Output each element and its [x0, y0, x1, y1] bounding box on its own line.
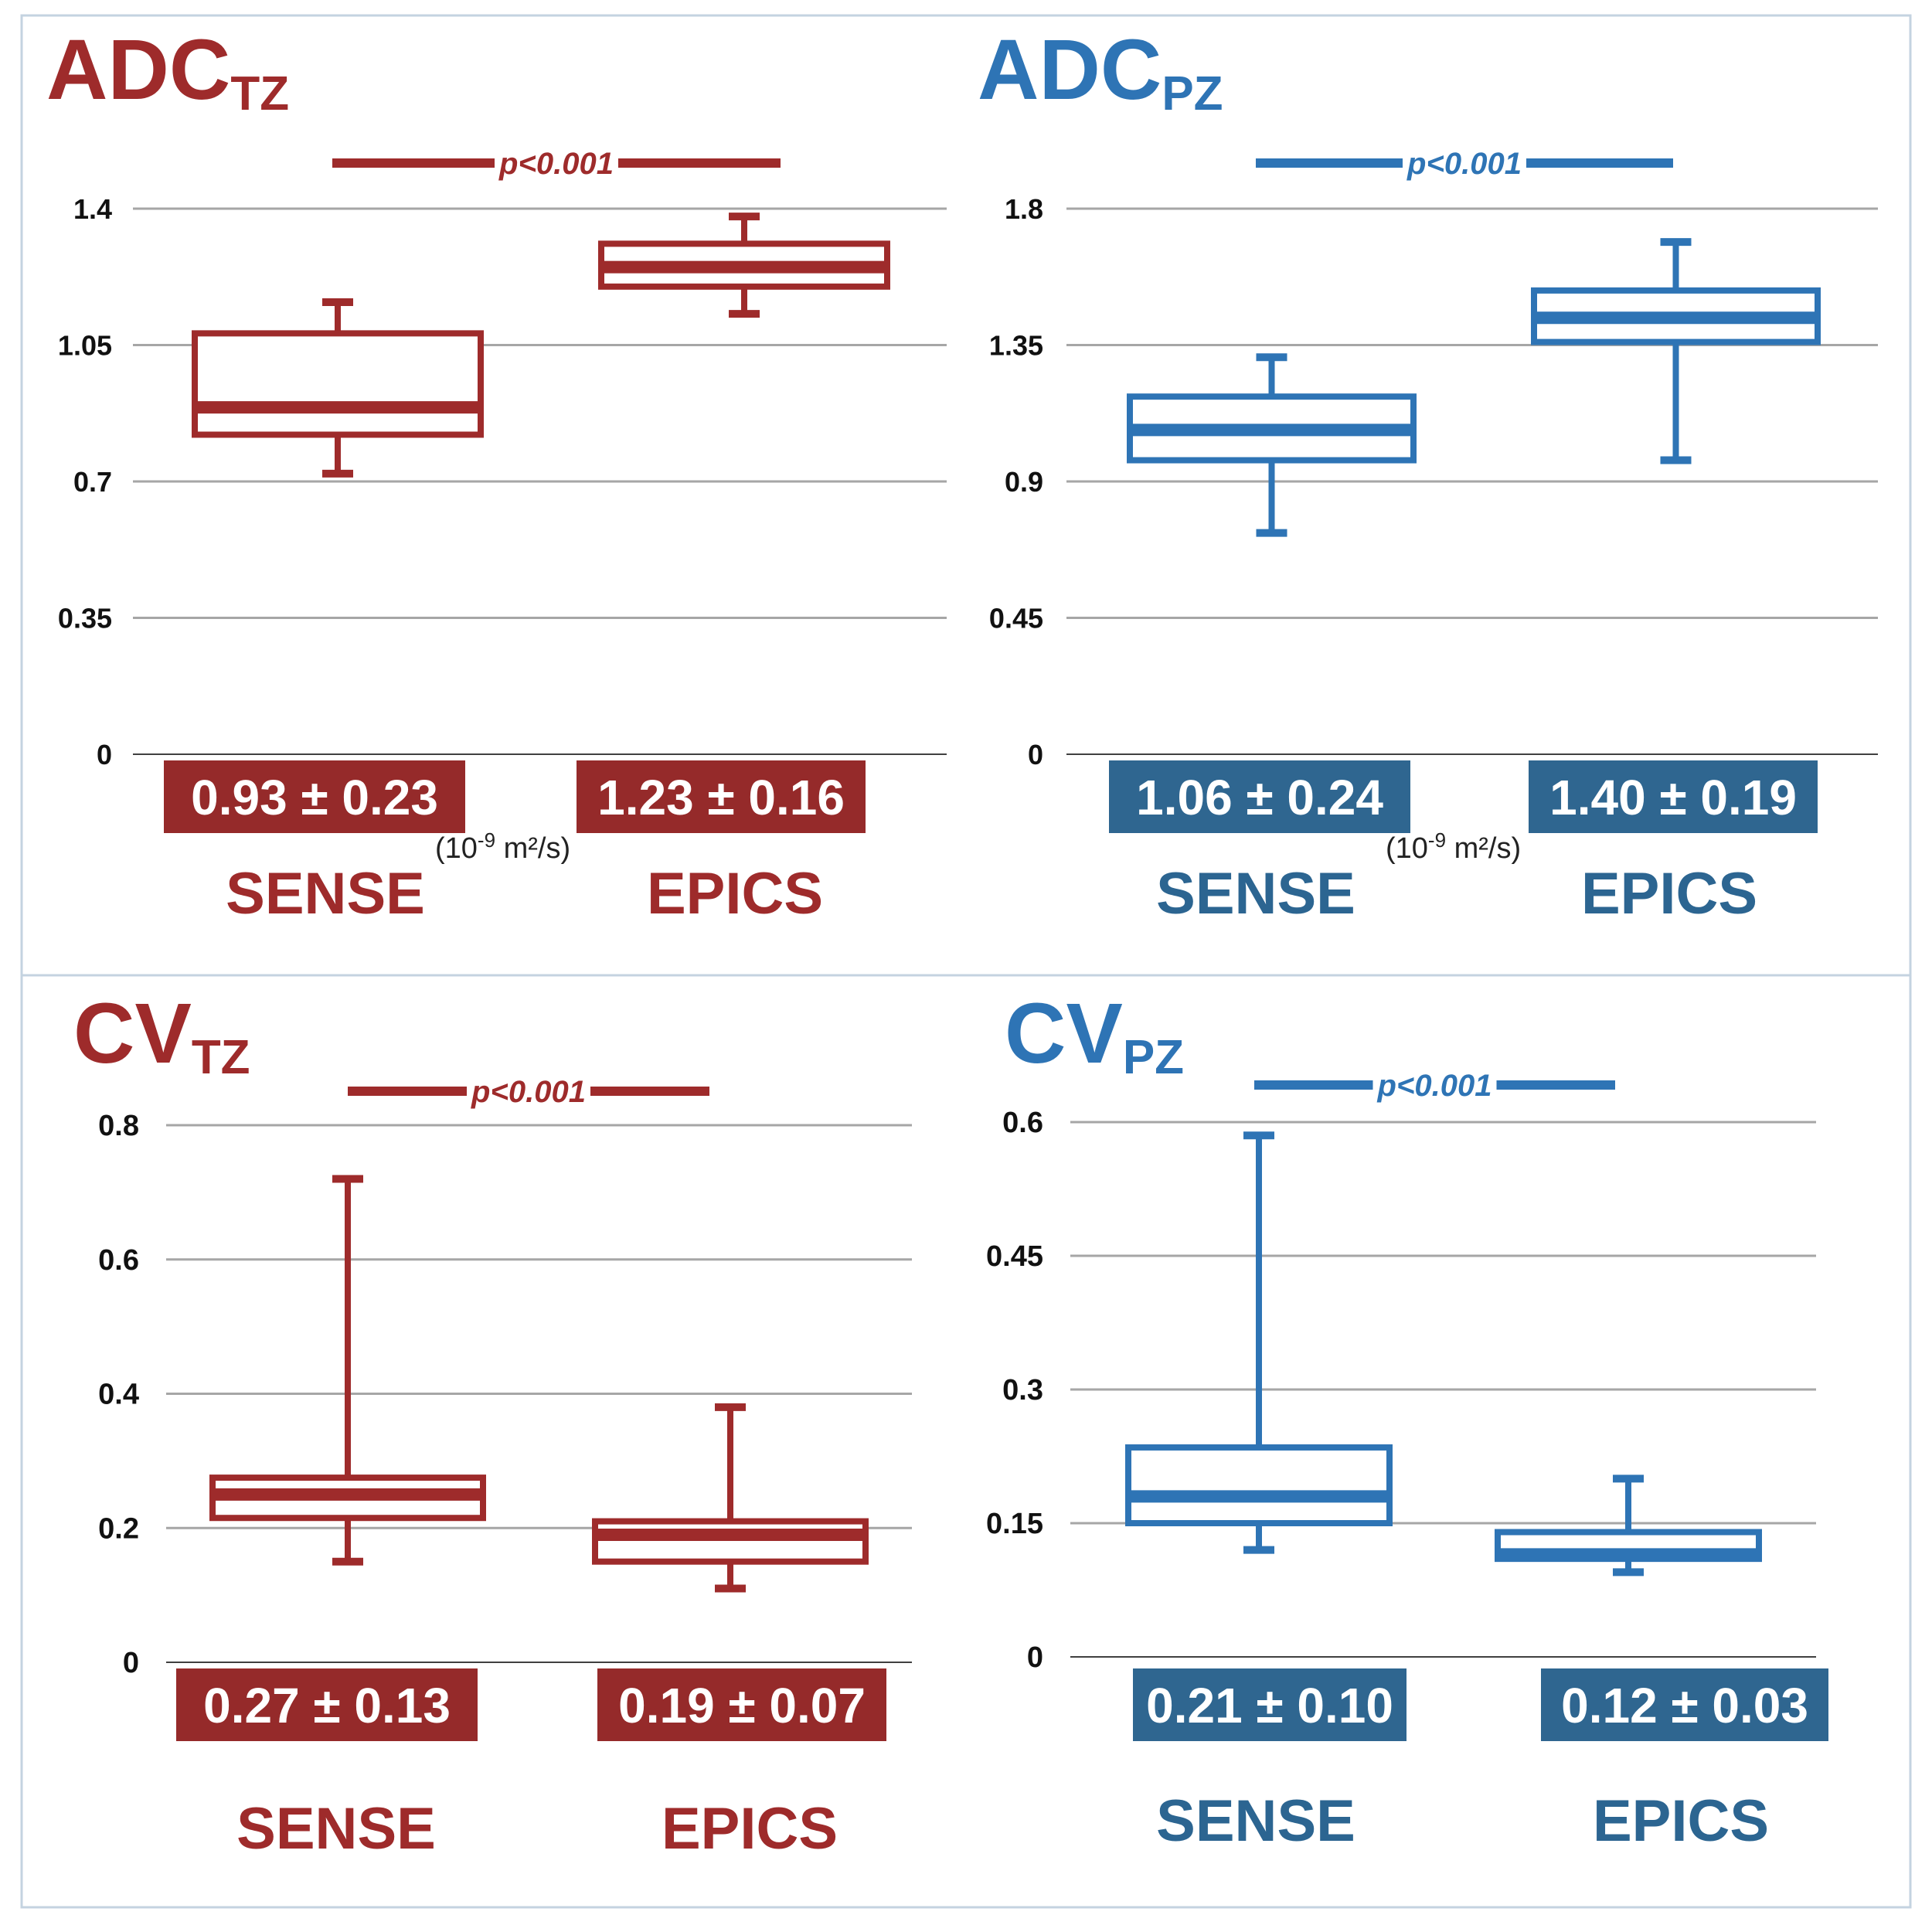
stat-label-epics: 0.12 ± 0.03: [1561, 1678, 1808, 1733]
y-tick-label: 1.8: [1005, 193, 1043, 225]
significance-label: p<0.001: [1377, 1069, 1492, 1103]
chart-title-subscript: PZ: [1162, 67, 1223, 121]
stat-label-epics: 1.40 ± 0.19: [1549, 770, 1797, 825]
box-sense: [209, 1175, 486, 1566]
box-sense: [192, 298, 484, 478]
y-tick-label: 0: [97, 739, 112, 770]
y-tick-label: 0.35: [58, 603, 112, 634]
box-iqr: [1125, 1444, 1393, 1527]
stat-label-sense: 0.27 ± 0.13: [203, 1678, 451, 1733]
stat-label-sense: 0.93 ± 0.23: [191, 770, 438, 825]
stat-label-epics: 1.23 ± 0.16: [597, 770, 845, 825]
chart-panel-cv-tz: CVTZ p<0.001 0 0.2 0.4 0.6 0.8 0.27 ± 0.13 0.19 …: [73, 986, 912, 1862]
y-tick-label: 0: [1028, 739, 1043, 770]
category-label: SENSE: [236, 1796, 436, 1862]
stat-badge-sense: [1109, 760, 1410, 833]
y-tick-label: 0.3: [1002, 1374, 1043, 1406]
y-tick-label: 0.6: [98, 1244, 139, 1277]
significance-label: p<0.001: [1406, 147, 1522, 181]
box-epics: [1531, 238, 1821, 464]
category-label: SENSE: [1156, 1788, 1355, 1854]
chart-title-subscript: PZ: [1123, 1031, 1184, 1084]
chart-title-subscript: TZ: [192, 1031, 250, 1084]
category-label: EPICS: [1593, 1788, 1769, 1854]
category-label: EPICS: [662, 1796, 838, 1862]
stat-label-sense: 0.21 ± 0.10: [1146, 1678, 1393, 1733]
y-tick-label: 0.45: [986, 1240, 1043, 1273]
unit-base: (10: [1386, 832, 1428, 865]
unit-exponent: -9: [478, 828, 495, 852]
y-tick-label: 1.05: [58, 330, 112, 362]
chart-title: ADCTZ: [46, 22, 289, 121]
stat-badge-epics: [597, 1668, 886, 1741]
box-sense: [1125, 1131, 1393, 1554]
category-label: SENSE: [226, 861, 425, 927]
stat-badge-epics: [577, 760, 866, 833]
y-tick-label: 0.15: [986, 1508, 1043, 1540]
y-tick-label: 0: [1027, 1641, 1043, 1674]
y-tick-label: 1.4: [73, 193, 112, 225]
box-epics: [592, 1403, 869, 1593]
y-tick-label: 0.45: [989, 603, 1043, 634]
chart-title-main: CV: [1005, 986, 1123, 1081]
chart-panel-cv-pz: CVPZ p<0.001 0 0.15 0.3 0.45 0.6 0.21 ± 0.10 0.1…: [986, 986, 1828, 1854]
stat-badge-sense: [176, 1668, 478, 1741]
chart-title-main: CV: [73, 986, 192, 1081]
y-tick-label: 0.8: [98, 1110, 139, 1142]
figure-border: [20, 14, 1912, 1909]
chart-panel-adc-pz: ADCPZ p<0.001 0 0.45 0.9 1.35 1.8 1.06 ± 0.24 1.…: [978, 22, 1878, 927]
stat-label-sense: 1.06 ± 0.24: [1136, 770, 1383, 825]
unit-label: (10-9 m²/s): [435, 828, 570, 865]
chart-title: CVTZ: [73, 986, 250, 1084]
chart-title-main: ADC: [978, 22, 1162, 117]
significance-label: p<0.001: [471, 1075, 586, 1109]
box-iqr: [192, 330, 484, 438]
box-sense: [1127, 353, 1417, 537]
y-tick-label: 0.4: [98, 1379, 139, 1411]
stat-label-epics: 0.19 ± 0.07: [618, 1678, 866, 1733]
unit-label: (10-9 m²/s): [1386, 828, 1521, 865]
chart-title: CVPZ: [1005, 986, 1184, 1084]
box-epics: [1495, 1475, 1762, 1577]
y-tick-label: 0.9: [1005, 466, 1043, 498]
chart-title-subscript: TZ: [230, 67, 289, 121]
category-label: SENSE: [1156, 861, 1355, 927]
y-tick-label: 1.35: [989, 330, 1043, 362]
box-iqr: [592, 1518, 869, 1565]
category-label: EPICS: [1581, 861, 1757, 927]
chart-panel-adc-tz: ADCTZ p<0.001 0 0.35 0.7 1.05 1.4 0.93 ± 0.23 1.…: [46, 22, 947, 927]
unit-tail: m²/s): [1446, 832, 1521, 865]
y-tick-label: 0.2: [98, 1512, 139, 1545]
stat-badge-epics: [1541, 1668, 1828, 1741]
y-tick-label: 0.6: [1002, 1107, 1043, 1139]
stat-badge-sense: [1133, 1668, 1406, 1741]
chart-title: ADCPZ: [978, 22, 1223, 121]
y-tick-label: 0.7: [73, 466, 112, 498]
y-tick-label: 0: [123, 1647, 139, 1679]
unit-tail: m²/s): [495, 832, 570, 865]
box-epics: [598, 213, 890, 318]
unit-exponent: -9: [1428, 828, 1446, 852]
unit-base: (10: [435, 832, 478, 865]
significance-label: p<0.001: [498, 147, 614, 181]
category-label: EPICS: [647, 861, 823, 927]
stat-badge-sense: [164, 760, 465, 833]
chart-title-main: ADC: [46, 22, 230, 117]
stat-badge-epics: [1529, 760, 1818, 833]
